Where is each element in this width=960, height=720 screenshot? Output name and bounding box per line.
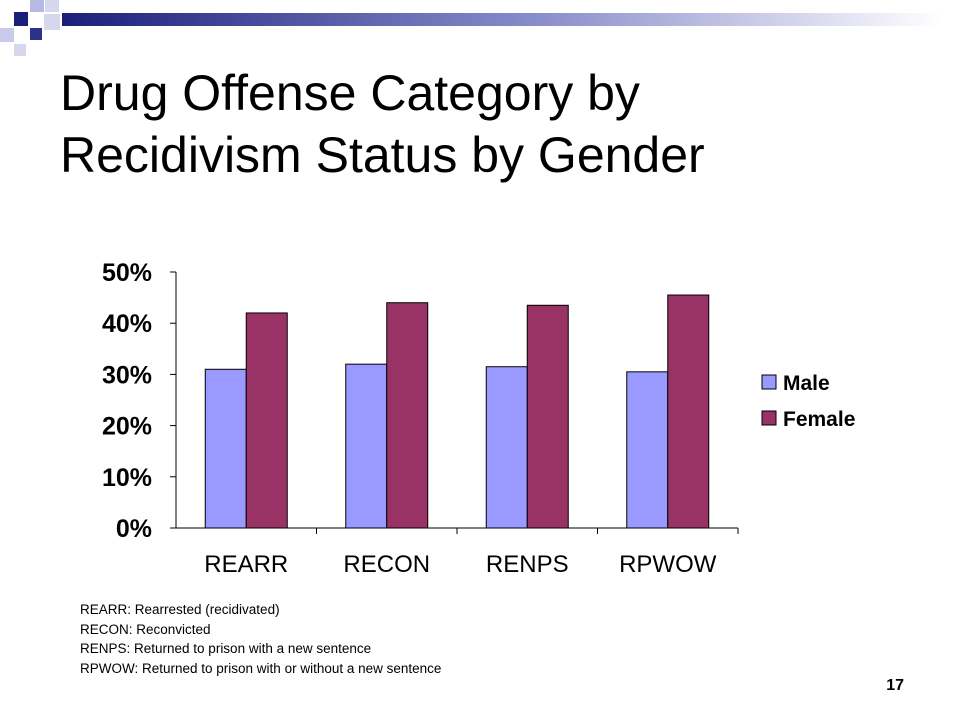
title-gradient-bar: [62, 13, 942, 26]
title-line-1: Drug Offense Category by: [60, 65, 640, 121]
x-tick-label: RENPS: [486, 551, 569, 578]
legend-swatch-female: [761, 410, 777, 426]
x-tick-label: RPWOW: [619, 551, 717, 578]
bar-male-rearr: [204, 368, 247, 529]
bar-male-recon: [345, 363, 388, 529]
footnote-rpwow: RPWOW: Returned to prison with or withou…: [80, 660, 442, 676]
bar-female-renps: [526, 304, 569, 529]
footnote-recon: RECON: Reconvicted: [80, 621, 211, 637]
legend-swatch-male: [761, 374, 777, 390]
deco-square-lavender-4: [0, 28, 14, 42]
y-tick-label: 0%: [116, 515, 152, 543]
bar-male-rpwow: [626, 371, 669, 529]
y-tick-label: 40%: [102, 310, 152, 338]
page-number: 17: [886, 677, 904, 694]
bar-female-rpwow: [667, 294, 710, 529]
footnotes: REARR: Rearrested (recidivated) RECON: R…: [80, 600, 441, 678]
y-tick-label: 10%: [102, 464, 152, 492]
x-tick-label: REARR: [204, 551, 288, 578]
bar-male-renps: [485, 366, 528, 529]
deco-square-navy-2: [30, 28, 42, 40]
legend-label-male: Male: [783, 372, 830, 395]
y-tick-label: 20%: [102, 413, 152, 441]
x-tick-label: RECON: [343, 551, 430, 578]
title-decoration: [0, 0, 942, 56]
title-line-2: Recidivism Status by Gender: [60, 127, 705, 183]
deco-square-lavender: [30, 0, 44, 12]
bar-female-recon: [386, 302, 429, 529]
y-tick-label: 30%: [102, 361, 152, 389]
deco-square-navy: [14, 12, 28, 26]
bar-female-rearr: [245, 312, 288, 529]
deco-square-lavender-3: [44, 14, 60, 30]
deco-square-lavender-5: [14, 44, 26, 56]
y-tick-label: 50%: [102, 259, 152, 287]
page-title: Drug Offense Category by Recidivism Stat…: [60, 62, 920, 186]
legend-label-female: Female: [783, 408, 855, 431]
deco-square-lavender-2: [45, 0, 59, 12]
footnote-rearr: REARR: Rearrested (recidivated): [80, 602, 280, 617]
footnote-renps: RENPS: Returned to prison with a new sen…: [80, 641, 372, 656]
